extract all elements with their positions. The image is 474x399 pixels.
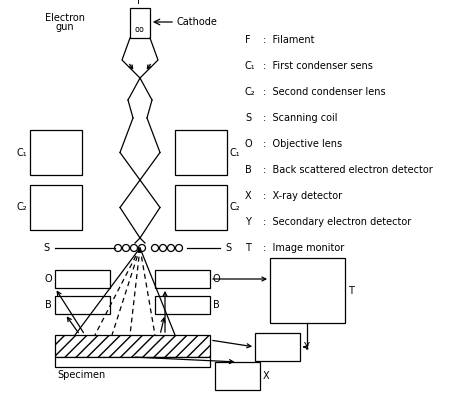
Text: :  Scanning coil: : Scanning coil [263, 113, 337, 123]
Text: F: F [245, 35, 251, 45]
Text: O: O [245, 139, 253, 149]
Text: T: T [348, 286, 354, 296]
Text: T: T [245, 243, 251, 253]
Bar [155, 296, 210, 314]
Bar [30, 130, 82, 175]
Text: Specimen: Specimen [57, 370, 105, 380]
Text: X: X [245, 191, 252, 201]
Text: C₂: C₂ [230, 203, 241, 213]
Text: :  Secondary electron detector: : Secondary electron detector [263, 217, 411, 227]
Text: S: S [44, 243, 50, 253]
Bar [55, 335, 210, 357]
Text: oo: oo [135, 26, 145, 34]
Bar [55, 296, 110, 314]
Bar [175, 185, 227, 230]
Text: Electron: Electron [45, 13, 85, 23]
Text: :  Objective lens: : Objective lens [263, 139, 342, 149]
Text: O: O [213, 274, 220, 284]
Bar [215, 362, 260, 390]
Bar [255, 333, 300, 361]
Text: O: O [45, 274, 52, 284]
Text: Y: Y [303, 342, 309, 352]
Text: S: S [245, 113, 251, 123]
Bar [175, 130, 227, 175]
Text: C₂: C₂ [245, 87, 255, 97]
Text: gun: gun [55, 22, 74, 32]
Text: C₁: C₁ [17, 148, 27, 158]
Text: Y: Y [245, 217, 251, 227]
Text: B: B [213, 300, 220, 310]
Text: :  Image monitor: : Image monitor [263, 243, 344, 253]
Text: C₂: C₂ [17, 203, 27, 213]
Text: B: B [45, 300, 52, 310]
Text: :  First condenser sens: : First condenser sens [263, 61, 373, 71]
Text: :  Second condenser lens: : Second condenser lens [263, 87, 386, 97]
Text: C₁: C₁ [230, 148, 241, 158]
Bar [55, 357, 210, 367]
Text: S: S [225, 243, 231, 253]
Text: X: X [263, 371, 270, 381]
Text: :  X-ray detector: : X-ray detector [263, 191, 342, 201]
Text: C₁: C₁ [245, 61, 255, 71]
Bar [130, 8, 150, 38]
Bar [270, 258, 345, 323]
Text: :  Filament: : Filament [263, 35, 315, 45]
Text: Cathode: Cathode [177, 17, 218, 27]
Bar [30, 185, 82, 230]
Bar [155, 270, 210, 288]
Text: B: B [245, 165, 252, 175]
Text: :  Back scattered electron detector: : Back scattered electron detector [263, 165, 433, 175]
Text: F: F [137, 0, 143, 6]
Bar [55, 270, 110, 288]
